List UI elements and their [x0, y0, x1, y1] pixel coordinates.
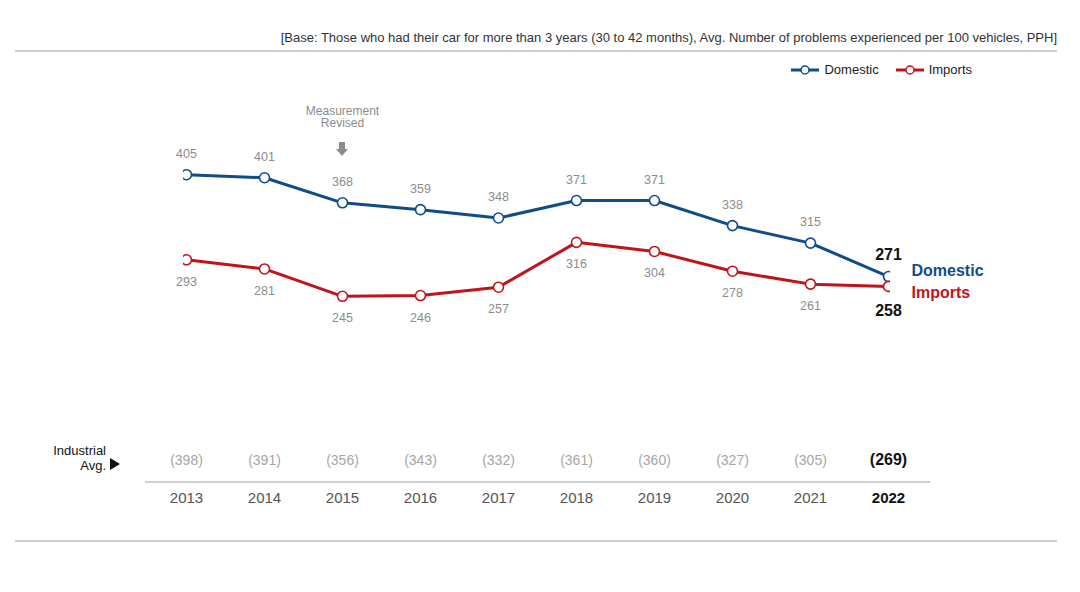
svg-text:2017: 2017 — [482, 489, 515, 506]
svg-text:245: 245 — [332, 311, 353, 325]
svg-text:(269)269: (269)269 — [870, 451, 907, 468]
svg-text:371: 371 — [644, 173, 665, 187]
svg-text:2021: 2021 — [794, 489, 827, 506]
svg-text:293: 293 — [176, 275, 197, 289]
svg-text:2018: 2018 — [560, 489, 593, 506]
svg-text:257: 257 — [488, 302, 509, 316]
svg-text:2016: 2016 — [404, 489, 437, 506]
html-text:Imports: Imports — [928, 62, 972, 77]
html-text:Domestic: Domestic — [824, 62, 879, 77]
svg-text:405: 405 — [176, 147, 197, 161]
svg-text:258: 258 — [875, 302, 902, 319]
svg-text:Imports: Imports — [912, 284, 971, 301]
svg-text:368: 368 — [332, 175, 353, 189]
svg-text:281: 281 — [254, 284, 275, 298]
svg-text:261: 261 — [800, 299, 821, 313]
svg-text:359: 359 — [410, 182, 431, 196]
svg-text:(398)398: (398)398 — [170, 452, 203, 468]
svg-text:(343)343: (343)343 — [404, 452, 437, 468]
html-text:[Base: Those who had their car: [Base: Those who had their car for more … — [280, 30, 1057, 45]
svg-text:(305)305: (305)305 — [794, 452, 827, 468]
svg-text:348: 348 — [488, 190, 509, 204]
svg-text:2019: 2019 — [638, 489, 671, 506]
svg-text:316: 316 — [566, 257, 587, 271]
svg-text:(360)360: (360)360 — [638, 452, 671, 468]
svg-text:(356)356: (356)356 — [326, 452, 359, 468]
svg-text:(332)332: (332)332 — [482, 452, 515, 468]
svg-text:2014: 2014 — [248, 489, 281, 506]
svg-text:278: 278 — [722, 286, 743, 300]
svg-text:2015: 2015 — [326, 489, 359, 506]
svg-text:315: 315 — [800, 215, 821, 229]
svg-text:(391)391: (391)391 — [248, 452, 281, 468]
svg-text:401: 401 — [254, 150, 275, 164]
svg-text:2020: 2020 — [716, 489, 749, 506]
svg-text:MeasurementRevised: MeasurementRevised — [306, 104, 380, 130]
svg-text:371: 371 — [566, 173, 587, 187]
svg-text:304: 304 — [644, 266, 665, 280]
svg-text:271: 271 — [875, 246, 902, 263]
svg-text:Domestic: Domestic — [912, 262, 984, 279]
svg-text:338: 338 — [722, 198, 743, 212]
svg-text:IndustrialAvg.: IndustrialAvg. — [53, 443, 106, 473]
svg-text:(361)361: (361)361 — [560, 452, 593, 468]
svg-text:2013: 2013 — [170, 489, 203, 506]
svg-text:246: 246 — [410, 311, 431, 325]
svg-text:2022: 2022 — [872, 489, 905, 506]
svg-text:(327)327: (327)327 — [716, 452, 749, 468]
